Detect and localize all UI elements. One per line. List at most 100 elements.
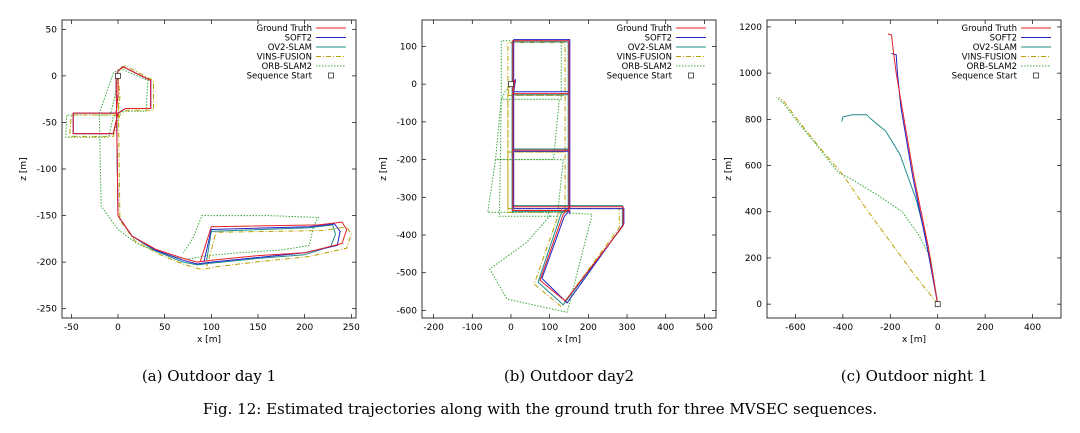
x-tick-label: -600 [785,323,806,333]
y-tick-label: -100 [37,165,58,175]
legend-label-ov2-slam: OV2-SLAM [973,43,1017,53]
x-tick-label: 100 [203,323,220,333]
x-axis-label: x [m] [902,335,926,345]
x-tick-label: 200 [977,323,994,333]
y-tick-label: 200 [745,254,762,264]
x-tick-label: 400 [657,323,674,333]
x-tick-label: -50 [64,323,79,333]
y-tick-label: 1200 [739,23,762,33]
legend-label-sequence-start: Sequence Start [607,72,673,82]
x-tick-label: 400 [1024,323,1041,333]
chart-panel-outdoor-night-1: -600 -400 -200 0 200 400 0 200 400 600 800 1000 1200… [724,19,1062,385]
x-axis-label: x [m] [557,335,581,345]
y-axis-label: z [m] [724,157,734,180]
y-tick-label: 100 [400,42,417,52]
legend-label-vins-fusion: VINS-FUSION [617,53,672,63]
series-line-ov2-slam [72,66,336,266]
y-axis-label: z [m] [19,157,29,180]
x-tick-label: 150 [249,323,266,333]
series-line-ground-truth [510,40,624,302]
panel-caption: (a) Outdoor day 1 [142,367,276,385]
legend-label-ground-truth: Ground Truth [256,24,312,34]
x-tick-label: 200 [296,323,313,333]
y-tick-label: -50 [42,118,57,128]
x-tick-label: -200 [880,323,901,333]
y-tick-label: -500 [397,269,418,279]
series-line-orb-slam2 [65,67,320,260]
x-tick-label: 250 [343,323,360,333]
series-line-ground-truth [72,66,348,263]
legend-label-ground-truth: Ground Truth [616,24,672,34]
y-tick-label: -400 [397,231,418,241]
plot-area [65,65,352,271]
series-line-ground-truth [887,33,939,305]
legend: Ground TruthSOFT2OV2-SLAMVINS-FUSIONORB-… [247,24,346,82]
series-line-soft2 [72,66,341,265]
plot-area [776,33,941,308]
legend-swatch-sequence-start [688,72,694,79]
panel-caption: (c) Outdoor night 1 [841,367,988,385]
y-tick-label: 1000 [739,69,762,79]
y-tick-label: -150 [37,212,58,222]
legend: Ground TruthSOFT2OV2-SLAMVINS-FUSIONORB-… [952,24,1051,82]
series-line-orb-slam2 [776,97,939,305]
y-tick-label: 0 [411,80,417,90]
series-line-vins-fusion [507,42,620,308]
y-tick-label: 400 [745,208,762,218]
panel-caption: (b) Outdoor day2 [504,367,634,385]
legend-label-vins-fusion: VINS-FUSION [257,53,312,63]
y-tick-label: 50 [46,25,58,35]
legend-label-ground-truth: Ground Truth [961,24,1017,34]
legend: Ground TruthSOFT2OV2-SLAMVINS-FUSIONORB-… [607,24,706,82]
series-line-vins-fusion [778,96,939,305]
y-tick-label: 0 [756,300,762,310]
y-tick-label: -100 [397,118,418,128]
series-line-soft2 [891,53,939,305]
x-tick-label: 50 [159,323,171,333]
figure-caption: Fig. 12: Estimated trajectories along wi… [203,400,877,418]
y-tick-label: 600 [745,162,762,172]
legend-swatch-sequence-start [1033,72,1039,79]
x-tick-label: 200 [580,323,597,333]
sequence-start-marker [508,81,514,88]
sequence-start-marker [934,301,941,308]
legend-label-soft2: SOFT2 [990,34,1017,44]
chart-panel-outdoor-day-2: -200 -100 0 100 200 300 400 500 -600 -500 -400 -300… [379,19,717,385]
chart-panel-outdoor-day-1: -50 0 50 100 150 200 250 -250 -200 -150 -100 -50 0 50… [19,19,360,385]
x-tick-label: -100 [462,323,483,333]
x-tick-label: -200 [423,323,444,333]
series-line-ov2-slam [841,114,939,305]
legend-label-orb-slam2: ORB-SLAM2 [262,62,312,72]
series-line-vins-fusion [69,65,352,271]
y-tick-label: -250 [37,305,58,315]
legend-label-ov2-slam: OV2-SLAM [628,43,672,53]
legend-swatch-sequence-start [328,72,334,79]
y-tick-label: -200 [37,258,58,268]
legend-label-vins-fusion: VINS-FUSION [962,53,1017,63]
series-line-orb-slam2 [487,40,593,313]
y-tick-label: 0 [51,72,57,82]
x-tick-label: 0 [935,323,941,333]
x-tick-label: 0 [115,323,121,333]
y-axis-label: z [m] [379,157,389,180]
series-line-ov2-slam [510,41,623,306]
legend-label-sequence-start: Sequence Start [247,72,313,82]
legend-label-sequence-start: Sequence Start [952,72,1018,82]
legend-label-orb-slam2: ORB-SLAM2 [622,62,672,72]
x-tick-label: 100 [541,323,558,333]
y-tick-label: -600 [397,306,418,316]
plot-area [487,39,625,313]
legend-label-soft2: SOFT2 [285,34,312,44]
y-tick-label: -300 [397,193,418,203]
plot-frame [421,19,717,319]
x-tick-label: 500 [696,323,713,333]
x-tick-label: -400 [833,323,854,333]
x-tick-label: 0 [508,323,514,333]
legend-label-soft2: SOFT2 [645,34,672,44]
legend-label-ov2-slam: OV2-SLAM [268,43,312,53]
plot-frame [766,19,1062,319]
x-tick-label: 300 [618,323,635,333]
y-tick-label: 800 [745,115,762,125]
y-tick-label: -200 [397,156,418,166]
